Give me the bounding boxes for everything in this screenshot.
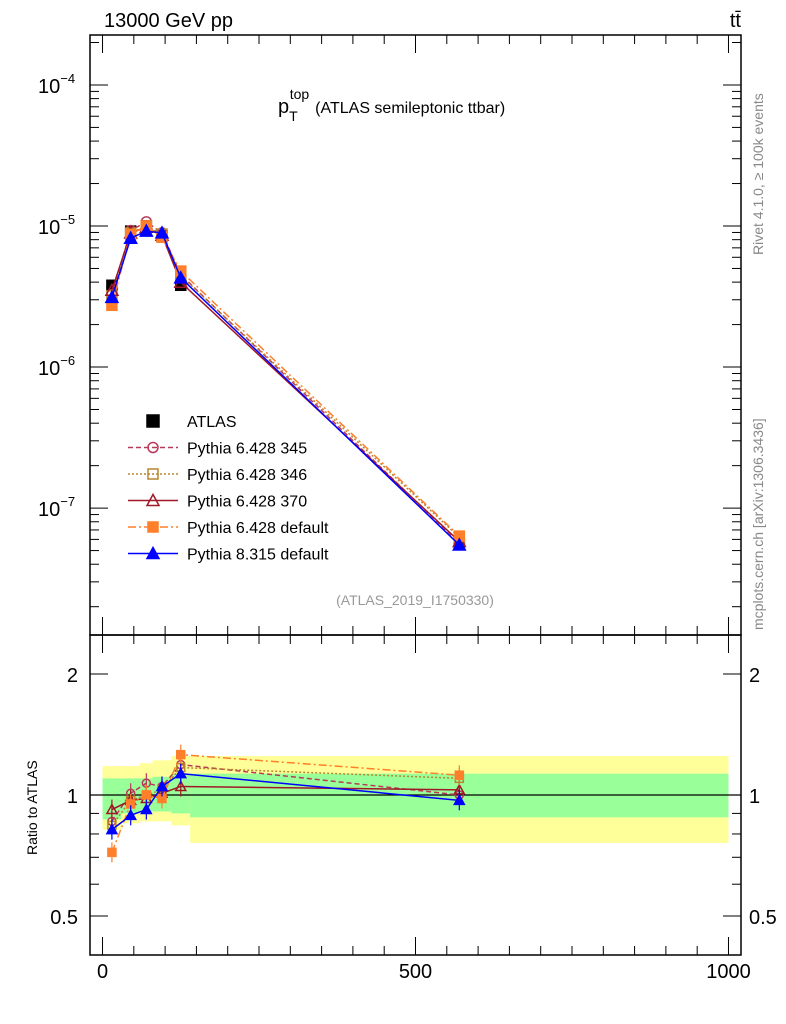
marker-circle (147, 441, 159, 454)
legend-label: Pythia 6.428 346 (187, 467, 307, 484)
legend-item: Pythia 6.428 370 (128, 492, 307, 511)
marker-triangle (155, 779, 169, 792)
marker-triangle (104, 289, 120, 304)
analysis-label: (ATLAS_2019_I1750330) (336, 592, 494, 608)
marker-triangle (174, 779, 188, 792)
y-tick-label: 10−5 (38, 212, 75, 239)
y-tick-label: 10−7 (38, 494, 75, 521)
series-line (111, 225, 460, 537)
ratio-y-tick-label-left: 1 (67, 786, 78, 808)
marker-triangle (105, 803, 119, 815)
tick-labels: 10−4 10−5 10−6 10−7 2 2 1 1 0.5 0.5 0 500 1000 (38, 71, 777, 983)
process-label: tt̄ (730, 10, 742, 32)
marker-square (454, 770, 465, 780)
plot-title: pTtop(ATLAS semileptonic ttbar) (278, 86, 505, 124)
series-line (111, 225, 460, 538)
ratio-axis-label: Ratio to ATLAS (24, 760, 40, 855)
legend-label: Pythia 8.315 default (187, 547, 329, 564)
ratio-y-tick-label-right: 0.5 (749, 907, 777, 929)
marker-square (147, 468, 159, 480)
ratio-line (111, 753, 460, 853)
x-tick-label: 500 (399, 961, 432, 983)
ratio-y-tick-label-left: 2 (67, 665, 78, 687)
legend: ATLAS Pythia 6.428 345 Pythia 6.428 346 Pyt… (128, 414, 329, 564)
ratio-y-tick-label-right: 2 (749, 665, 760, 687)
legend-item: Pythia 8.315 default (128, 545, 329, 564)
legend-label: Pythia 6.428 370 (187, 494, 307, 511)
marker-triangle (145, 545, 161, 560)
marker-triangle (154, 225, 170, 239)
marker-square (141, 790, 152, 800)
marker-square (147, 521, 159, 533)
marker-square (176, 749, 186, 760)
series-line (111, 230, 460, 546)
legend-item: ATLAS (146, 414, 237, 431)
legend-label: Pythia 6.428 345 (187, 441, 307, 458)
energy-label: 13000 GeV pp (104, 10, 233, 32)
marker-triangle (140, 803, 153, 815)
ratio-line (111, 766, 460, 826)
y-tick-label: 10−4 (38, 71, 75, 98)
marker-square (107, 847, 117, 858)
ratio-uncertainty-bands (90, 756, 741, 843)
marker-triangle (123, 230, 138, 244)
legend-item: Pythia 6.428 default (128, 520, 329, 537)
ratio-plot-frame (89, 634, 742, 956)
marker-triangle (173, 270, 189, 284)
marker-triangle (145, 492, 161, 507)
legend-label: Pythia 6.428 default (187, 520, 329, 537)
marker-triangle (124, 808, 137, 821)
legend-item: Pythia 6.428 346 (128, 467, 307, 484)
series-pythia-8-315-default (104, 223, 467, 840)
marker-triangle (105, 823, 119, 835)
ratio-y-tick-label-right: 1 (749, 786, 760, 808)
mcplots-label: mcplots.cern.ch [arXiv:1306.3436] (750, 418, 766, 630)
marker-triangle (174, 767, 188, 779)
rivet-label: Rivet 4.1.0, ≥ 100k events (750, 93, 766, 255)
ratio-line (111, 763, 460, 822)
legend-item: Pythia 6.428 345 (128, 441, 307, 458)
main-plot-frame (89, 34, 742, 636)
marker-triangle (139, 223, 154, 237)
data-series (104, 216, 467, 863)
legend-label: ATLAS (187, 414, 237, 431)
x-tick-label: 1000 (706, 961, 751, 983)
y-tick-label: 10−6 (38, 353, 75, 380)
green-band-bin (102, 778, 122, 820)
marker-triangle (453, 793, 466, 806)
ratio-y-tick-label-left: 0.5 (50, 907, 78, 929)
marker-triangle (452, 537, 467, 551)
x-tick-label: 0 (97, 961, 108, 983)
axis-ticks (90, 35, 741, 956)
marker-square (146, 414, 160, 428)
